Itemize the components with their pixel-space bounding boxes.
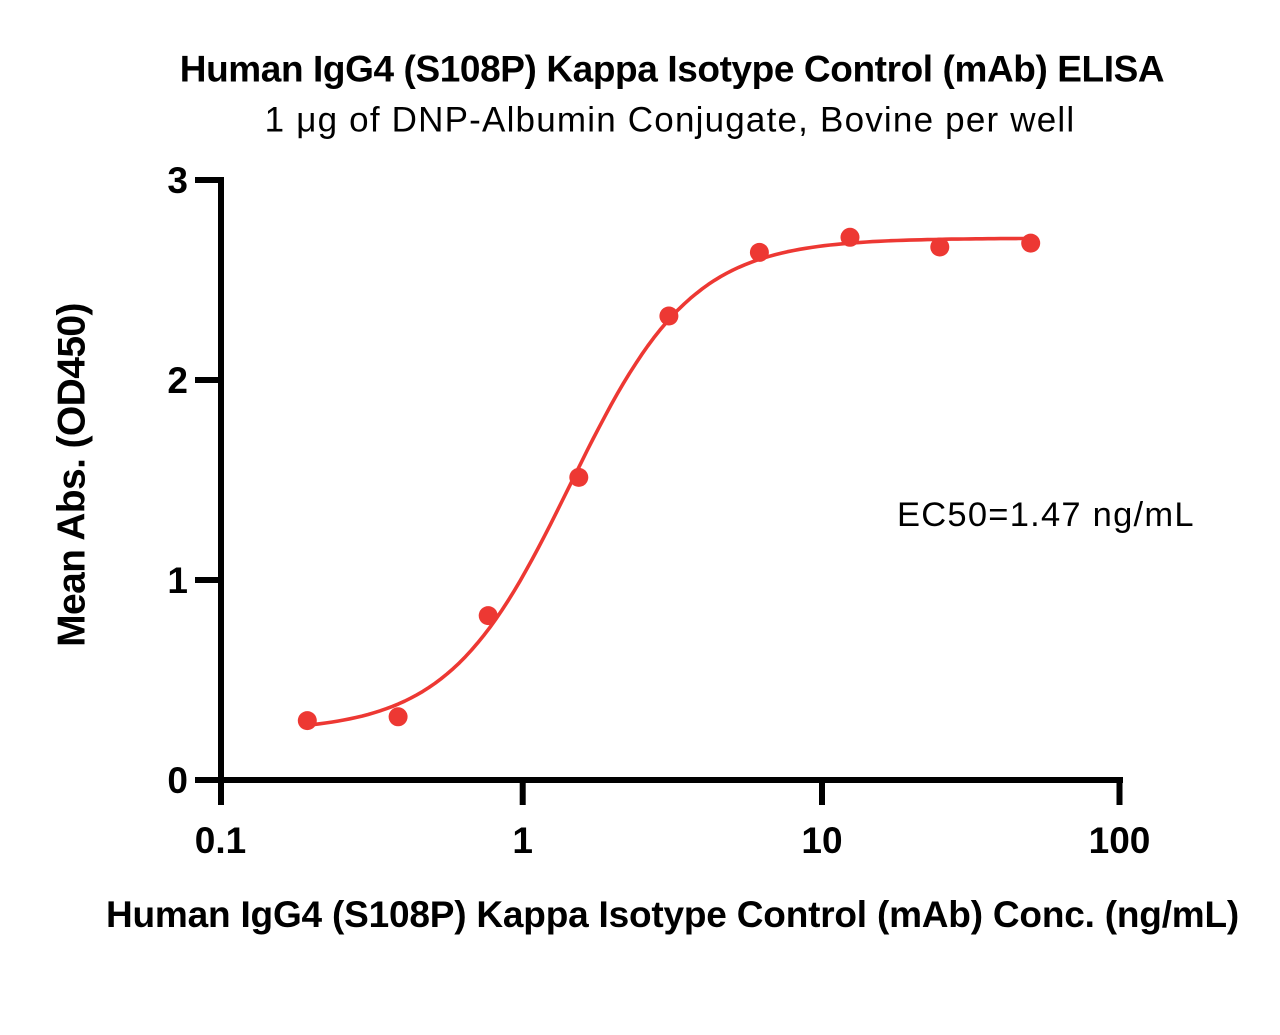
svg-text:1: 1 — [167, 560, 188, 601]
svg-text:0: 0 — [167, 760, 188, 801]
svg-text:2: 2 — [167, 360, 188, 401]
svg-text:Human IgG4 (S108P) Kappa Isoty: Human IgG4 (S108P) Kappa Isotype Control… — [106, 894, 1239, 935]
svg-text:3: 3 — [167, 160, 188, 201]
svg-text:Human IgG4 (S108P) Kappa Isoty: Human IgG4 (S108P) Kappa Isotype Control… — [180, 49, 1165, 90]
svg-text:Mean Abs. (OD450): Mean Abs. (OD450) — [51, 303, 94, 647]
svg-text:1: 1 — [512, 820, 533, 861]
svg-text:0.1: 0.1 — [195, 820, 246, 861]
svg-text:100: 100 — [1089, 820, 1151, 861]
svg-text:1 μg of DNP-Albumin Conjugate,: 1 μg of DNP-Albumin Conjugate, Bovine pe… — [265, 100, 1076, 139]
svg-text:EC50=1.47 ng/mL: EC50=1.47 ng/mL — [897, 496, 1195, 534]
svg-text:10: 10 — [801, 820, 842, 861]
